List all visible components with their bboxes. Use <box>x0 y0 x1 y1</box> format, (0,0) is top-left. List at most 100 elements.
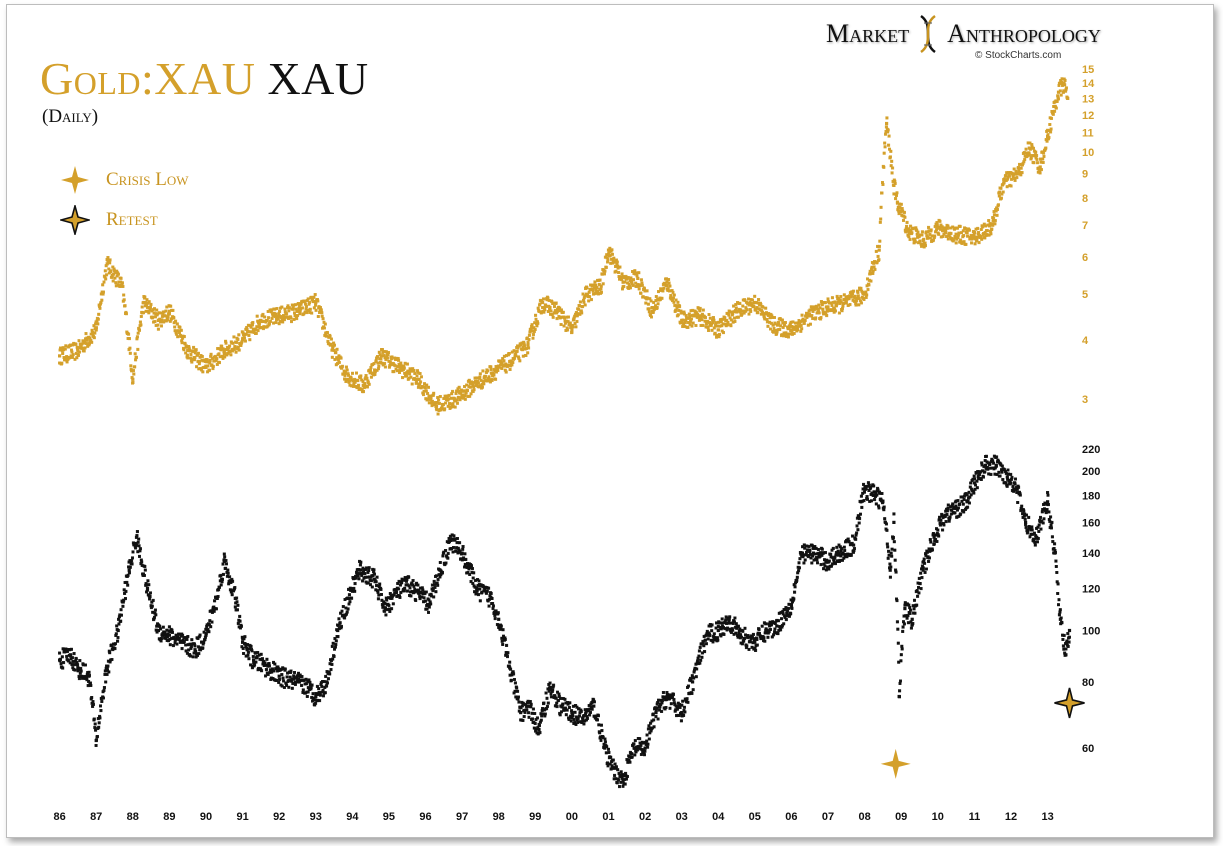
gold-xau-point <box>573 322 577 326</box>
xau-point <box>434 590 438 594</box>
gold-xau-point <box>612 256 616 260</box>
xau-point <box>900 647 904 651</box>
gold-xau-point <box>819 316 823 320</box>
xau-point <box>91 702 95 706</box>
x-tick-label: 95 <box>383 811 395 823</box>
xau-point <box>995 455 999 459</box>
chart-title: Gold:XAU XAU <box>40 52 369 105</box>
xau-point <box>433 585 437 589</box>
gold-xau-point <box>546 296 550 300</box>
gold-xau-point <box>405 373 409 377</box>
xau-point <box>521 719 525 723</box>
xau-point <box>543 712 547 716</box>
gold-xau-point <box>107 267 111 271</box>
xau-point <box>517 695 521 699</box>
xau-point <box>944 520 948 524</box>
gold-xau-point <box>856 294 860 298</box>
gold-xau-point <box>1024 147 1028 151</box>
xau-point <box>107 670 111 674</box>
xau-point <box>816 561 820 565</box>
gold-xau-point <box>738 301 742 305</box>
gold-xau-point <box>97 312 101 316</box>
xau-point <box>226 568 230 572</box>
gold-xau-point <box>866 288 870 292</box>
xau-point <box>228 575 232 579</box>
xau-point <box>1037 523 1041 527</box>
xau-point <box>1020 504 1024 508</box>
xau-point <box>615 781 619 785</box>
xau-point <box>91 700 95 704</box>
xau-point <box>235 600 239 604</box>
x-tick-label: 05 <box>749 811 761 823</box>
gold-xau-key-point <box>716 328 720 332</box>
xau-key-point <box>134 535 139 539</box>
xau-key-point <box>233 596 237 600</box>
gold-xau-point <box>402 366 406 370</box>
xau-point <box>347 593 351 597</box>
gold-xau-point <box>987 219 991 223</box>
xau-point <box>277 680 281 684</box>
xau-point <box>1009 481 1013 485</box>
xau-point <box>305 695 309 699</box>
xau-point <box>893 548 897 552</box>
gold-xau-point <box>487 375 491 379</box>
gold-xau-point <box>645 289 649 293</box>
gold-xau-point <box>753 294 757 298</box>
gold-xau-point <box>733 319 737 323</box>
gold-xau-point <box>361 380 365 384</box>
gold-xau-point <box>727 313 731 317</box>
gold-xau-point <box>859 301 863 305</box>
xau-point <box>645 733 649 737</box>
xau-point <box>912 607 916 611</box>
xau-point <box>383 609 387 613</box>
gold-xau-point <box>946 224 950 228</box>
gold-xau-point <box>1015 176 1019 180</box>
xau-point <box>293 671 297 675</box>
xau-key-point <box>548 686 552 690</box>
gold-xau-point <box>542 297 546 301</box>
xau-point <box>249 644 253 648</box>
gold-xau-point <box>999 186 1003 190</box>
xau-key-point <box>87 674 91 678</box>
gold-xau-point <box>890 159 894 163</box>
gold-xau-point <box>684 319 688 323</box>
gold-xau-point <box>333 358 337 362</box>
xau-point <box>664 698 668 702</box>
gold-xau-point <box>207 368 211 372</box>
xau-point <box>533 712 537 716</box>
gold-xau-point <box>472 388 476 392</box>
xau-point <box>599 738 603 742</box>
xau-point <box>855 524 859 528</box>
xau-point <box>797 561 801 565</box>
y-tick-label: 8 <box>1082 193 1088 205</box>
xau-key-point <box>603 746 607 750</box>
xau-key-point <box>178 640 182 644</box>
xau-point <box>311 699 315 703</box>
xau-point <box>375 575 379 579</box>
xau-point <box>909 626 913 630</box>
xau-point <box>246 653 250 657</box>
xau-point <box>512 672 516 676</box>
gold-xau-point <box>834 309 838 313</box>
xau-point <box>569 719 573 723</box>
x-axis: 86 87 88 89 90 91 92 93 94 95 96 97 98 99 00 01 02 03 04 05… <box>53 811 1053 823</box>
gold-xau-point <box>281 320 285 324</box>
xau-point <box>378 582 382 586</box>
gold-xau-point <box>268 319 272 323</box>
xau-point <box>787 606 791 610</box>
gold-xau-point <box>1000 196 1004 200</box>
xau-point <box>314 701 318 705</box>
xau-point <box>920 576 924 580</box>
xau-point <box>847 540 851 544</box>
gold-xau-point <box>885 116 889 120</box>
xau-point <box>452 534 456 538</box>
xau-point <box>317 687 321 691</box>
gold-xau-point <box>1020 171 1024 175</box>
gold-xau-point <box>337 360 341 364</box>
gold-xau-key-point <box>1002 181 1006 185</box>
xau-point <box>233 586 237 590</box>
xau-point <box>590 707 594 711</box>
xau-point <box>182 640 186 644</box>
gold-xau-point <box>895 191 899 195</box>
xau-point <box>965 493 969 497</box>
